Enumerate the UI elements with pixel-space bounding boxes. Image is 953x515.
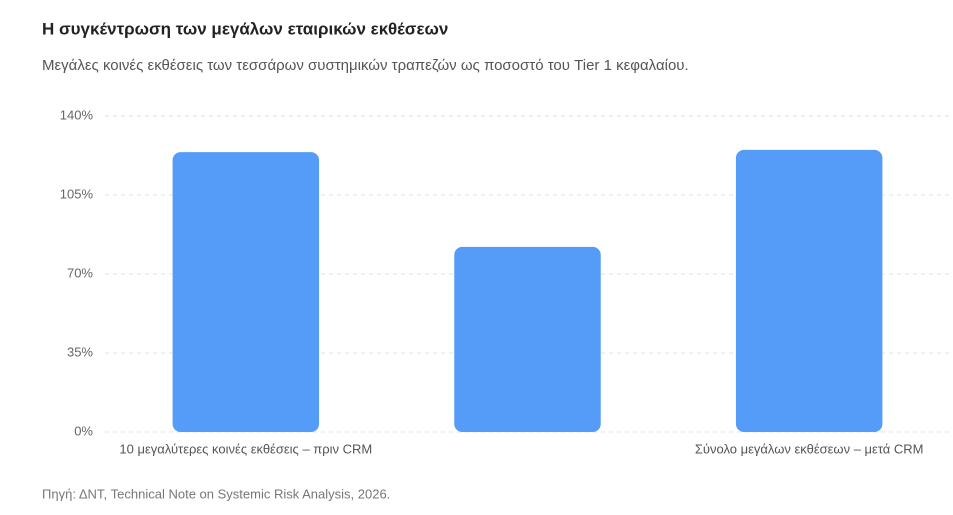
y-tick-label: 70% xyxy=(67,265,93,280)
y-tick-label: 140% xyxy=(60,107,94,122)
bar xyxy=(454,246,601,432)
bar xyxy=(172,152,320,432)
y-tick-label: 105% xyxy=(60,186,94,201)
chart-title: Η συγκέντρωση των μεγάλων εταιρικών εκθέ… xyxy=(42,19,448,38)
y-tick-label: 0% xyxy=(74,423,93,438)
source-note: Πηγή: ΔΝΤ, Technical Note on Systemic Ri… xyxy=(42,486,390,501)
y-tick-label: 35% xyxy=(67,344,93,359)
bar xyxy=(735,149,883,432)
x-tick-label: Σύνολο μεγάλων εκθέσεων – μετά CRM xyxy=(695,441,924,456)
x-tick-label: 10 μεγαλύτερες κοινές εκθέσεις – πριν CR… xyxy=(119,441,372,456)
chart-subtitle: Μεγάλες κοινές εκθέσεις των τεσσάρων συσ… xyxy=(42,57,689,74)
